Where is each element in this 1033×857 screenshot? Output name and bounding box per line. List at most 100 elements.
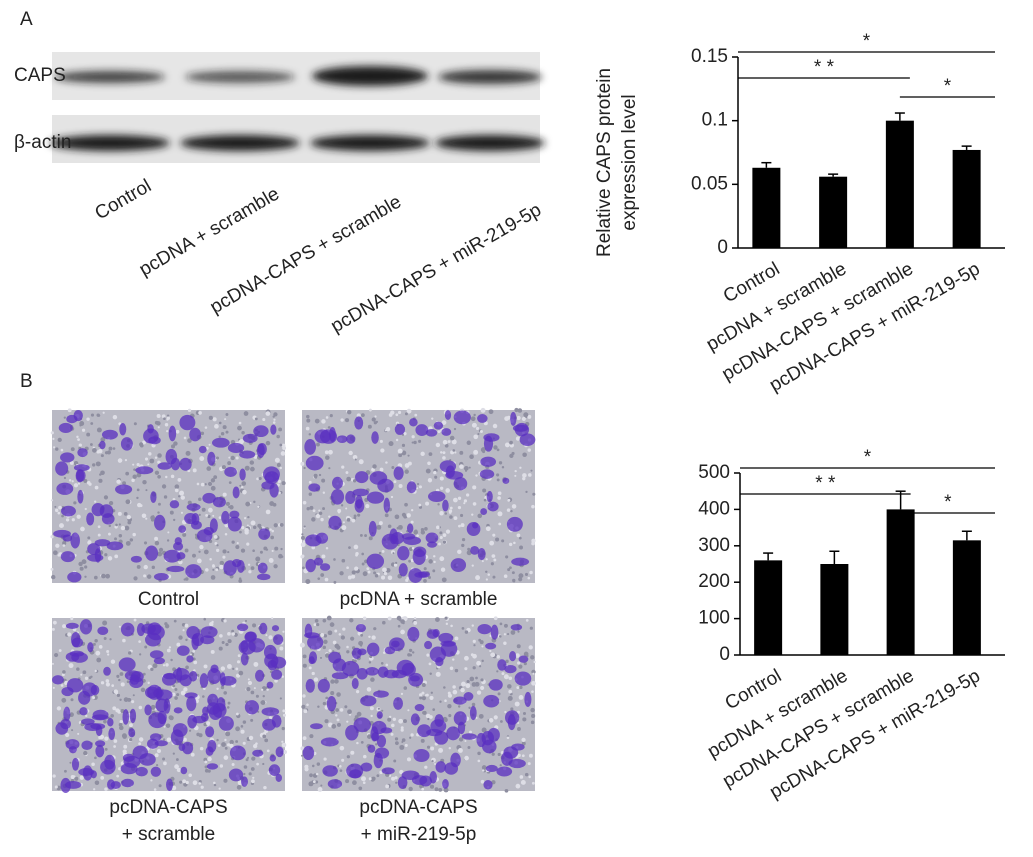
texture: [224, 418, 227, 421]
stained-cell: [424, 640, 433, 650]
stained-cell: [86, 512, 95, 526]
stained-cell: [227, 516, 242, 532]
stained-cell: [220, 676, 237, 686]
stained-cell: [196, 529, 213, 543]
y-tick-label: 0: [717, 237, 728, 258]
texture: [322, 701, 327, 706]
texture: [355, 553, 358, 557]
stained-cell: [79, 707, 88, 716]
stained-cell: [308, 656, 315, 665]
stained-cell: [115, 484, 133, 495]
texture: [496, 448, 500, 452]
texture: [253, 500, 256, 504]
texture: [507, 695, 513, 701]
stained-cell: [259, 622, 268, 635]
texture: [410, 733, 414, 737]
texture: [86, 432, 91, 437]
texture: [116, 774, 120, 778]
y-tick-label: 300: [698, 535, 730, 556]
texture: [443, 686, 446, 689]
stained-cell: [346, 763, 364, 779]
texture: [182, 779, 187, 784]
texture: [163, 495, 168, 499]
texture: [372, 464, 377, 469]
texture: [322, 491, 326, 494]
texture: [438, 787, 443, 792]
texture: [435, 442, 441, 448]
texture: [457, 506, 462, 510]
texture: [77, 438, 80, 442]
texture: [262, 417, 266, 422]
stained-cell: [84, 722, 102, 732]
texture: [303, 525, 306, 528]
texture: [419, 693, 423, 697]
texture: [380, 662, 384, 665]
texture: [196, 558, 202, 564]
texture: [276, 463, 281, 467]
stained-cell: [149, 650, 164, 659]
texture: [216, 548, 220, 553]
texture: [157, 511, 160, 514]
texture: [518, 695, 524, 700]
texture: [319, 656, 323, 659]
texture: [309, 773, 313, 778]
stained-cell: [336, 435, 348, 443]
texture: [493, 715, 498, 720]
texture: [154, 753, 159, 758]
y-tick-label: 0.15: [691, 46, 728, 67]
stained-cell: [239, 450, 256, 459]
texture: [281, 675, 284, 678]
texture: [356, 711, 362, 717]
texture: [223, 691, 227, 695]
stained-cell: [271, 714, 282, 728]
texture: [273, 412, 278, 417]
texture: [491, 752, 495, 756]
texture: [87, 540, 92, 545]
texture: [368, 536, 373, 541]
texture: [102, 620, 108, 626]
texture: [306, 507, 310, 511]
texture: [311, 545, 316, 550]
texture: [222, 492, 227, 497]
texture: [224, 738, 227, 742]
texture: [530, 707, 535, 713]
lane-label: pcDNA + scramble: [136, 183, 283, 280]
stained-cell: [184, 513, 197, 525]
texture: [311, 671, 315, 676]
texture: [279, 522, 284, 527]
texture: [258, 476, 262, 481]
texture: [187, 500, 192, 505]
stained-cell: [445, 470, 464, 480]
texture: [255, 694, 259, 698]
texture: [499, 622, 503, 626]
texture: [475, 716, 478, 719]
stained-cell: [403, 536, 422, 546]
stained-cell: [94, 548, 102, 563]
texture: [118, 767, 122, 771]
texture: [226, 706, 230, 709]
texture: [301, 535, 305, 540]
texture: [414, 413, 418, 417]
texture: [279, 697, 282, 700]
texture: [129, 538, 134, 542]
stained-cell: [128, 728, 136, 738]
texture: [118, 523, 121, 526]
texture: [416, 534, 419, 537]
texture: [225, 501, 230, 506]
texture: [205, 568, 209, 572]
texture: [531, 690, 534, 694]
texture: [238, 439, 244, 445]
texture: [507, 684, 512, 689]
texture: [510, 630, 516, 635]
texture: [116, 479, 121, 484]
texture: [391, 776, 395, 781]
stained-cell: [476, 732, 486, 748]
texture: [157, 551, 163, 557]
texture: [320, 573, 325, 577]
texture: [324, 577, 329, 582]
texture: [503, 641, 507, 645]
stained-cell: [210, 664, 219, 674]
texture: [345, 471, 349, 475]
texture: [334, 679, 339, 684]
texture: [220, 431, 225, 436]
